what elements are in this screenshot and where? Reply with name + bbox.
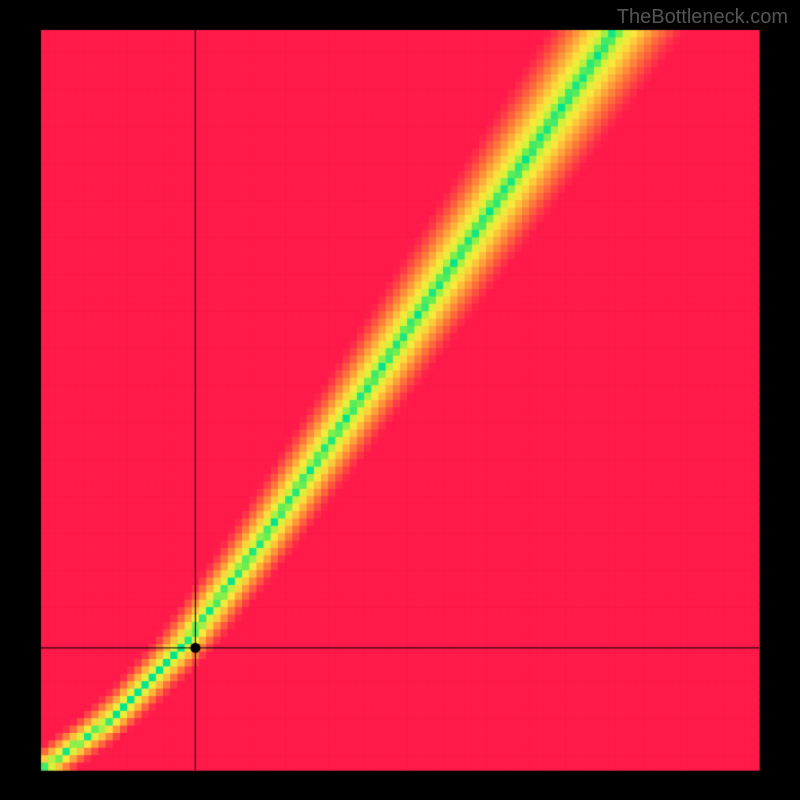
chart-container: TheBottleneck.com bbox=[0, 0, 800, 800]
watermark-text: TheBottleneck.com bbox=[617, 6, 788, 29]
heatmap-canvas bbox=[0, 0, 800, 800]
